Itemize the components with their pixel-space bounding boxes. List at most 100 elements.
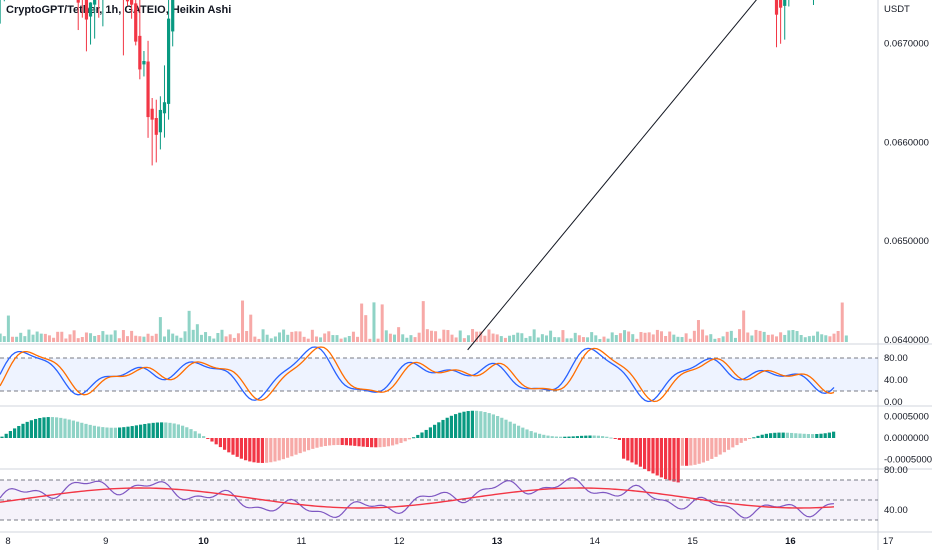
stoch-tick-label: 0.00 bbox=[884, 397, 903, 408]
volume-bar bbox=[528, 336, 532, 342]
volume-bar bbox=[577, 335, 581, 342]
macd-bar bbox=[370, 438, 374, 448]
candle-body[interactable] bbox=[154, 117, 158, 135]
volume-bar bbox=[573, 332, 577, 342]
volume-bar bbox=[80, 337, 84, 342]
volume-bar bbox=[602, 336, 606, 342]
volume-bar bbox=[643, 332, 647, 342]
volume-bar bbox=[249, 314, 253, 342]
stoch-tick-label: 80.00 bbox=[884, 353, 908, 364]
macd-bar bbox=[38, 417, 42, 438]
volume-bar bbox=[405, 337, 409, 342]
volume-bar bbox=[639, 332, 643, 342]
volume-bar bbox=[635, 338, 639, 342]
macd-bar bbox=[802, 433, 806, 438]
candle-body[interactable] bbox=[166, 18, 171, 104]
volume-bar bbox=[117, 338, 121, 342]
volume-bar bbox=[508, 335, 512, 342]
macd-bar bbox=[832, 431, 836, 438]
volume-bar bbox=[775, 336, 779, 342]
macd-bar bbox=[622, 438, 626, 459]
macd-bar bbox=[105, 427, 109, 438]
volume-bar bbox=[651, 334, 655, 342]
volume-bar bbox=[253, 336, 257, 342]
macd-bar bbox=[139, 424, 143, 438]
volume-bar bbox=[499, 336, 503, 342]
price-tick-label: 0.0660000 bbox=[884, 137, 929, 148]
candle-body[interactable] bbox=[150, 108, 154, 120]
volume-bar bbox=[388, 333, 392, 342]
volume-bar bbox=[212, 338, 216, 342]
macd-bar bbox=[391, 438, 395, 446]
candle-body[interactable] bbox=[93, 0, 97, 5]
candle-body[interactable] bbox=[162, 102, 167, 114]
volume-bar bbox=[659, 331, 663, 342]
macd-bar bbox=[508, 421, 512, 438]
volume-bar bbox=[126, 336, 130, 342]
volume-bar bbox=[376, 338, 380, 342]
volume-bar bbox=[6, 315, 10, 342]
candle-body[interactable] bbox=[130, 0, 134, 5]
macd-bar bbox=[790, 432, 794, 438]
candle-body[interactable] bbox=[88, 2, 93, 17]
volume-bar bbox=[783, 334, 787, 342]
macd-bar bbox=[273, 438, 277, 462]
macd-bar bbox=[496, 416, 500, 438]
trendline-1[interactable] bbox=[467, 0, 884, 351]
macd-bar bbox=[395, 438, 399, 445]
volume-bar bbox=[692, 330, 696, 342]
candle-body[interactable] bbox=[146, 61, 150, 118]
macd-bar bbox=[676, 438, 680, 483]
volume-bar bbox=[705, 335, 709, 342]
macd-bar bbox=[55, 417, 59, 438]
macd-bar bbox=[689, 438, 693, 466]
volume-bar bbox=[672, 334, 676, 342]
volume-bar bbox=[487, 329, 491, 342]
candle-body[interactable] bbox=[138, 35, 142, 70]
rsi-tick-label: 40.00 bbox=[884, 505, 908, 516]
candle-body[interactable] bbox=[783, 0, 787, 6]
macd-bar bbox=[664, 438, 668, 480]
volume-bar bbox=[450, 334, 454, 342]
macd-bar bbox=[399, 438, 403, 443]
volume-bar bbox=[195, 324, 199, 342]
volume-bar bbox=[429, 330, 433, 342]
macd-bar bbox=[252, 438, 256, 463]
candle-body[interactable] bbox=[158, 109, 162, 133]
macd-bar bbox=[63, 418, 67, 438]
volume-bar bbox=[232, 337, 236, 342]
volume-bar bbox=[664, 336, 668, 342]
candle-body[interactable] bbox=[142, 61, 146, 65]
volume-bar bbox=[758, 330, 762, 342]
volume-bar bbox=[627, 331, 631, 342]
candle-body[interactable] bbox=[774, 0, 779, 15]
candle-body[interactable] bbox=[76, 0, 80, 3]
volume-bar bbox=[725, 331, 729, 342]
price-tick-label: 0.0670000 bbox=[884, 39, 929, 50]
volume-bar bbox=[721, 336, 725, 342]
volume-bar bbox=[762, 331, 766, 342]
macd-bar bbox=[147, 423, 151, 438]
volume-bar bbox=[372, 302, 376, 342]
candle-body[interactable] bbox=[125, 0, 130, 2]
volume-bar bbox=[524, 337, 528, 342]
volume-bar bbox=[516, 332, 520, 342]
candle-body[interactable] bbox=[134, 3, 138, 42]
volume-bar bbox=[364, 315, 368, 342]
macd-bar bbox=[332, 438, 336, 446]
macd-bar bbox=[777, 432, 781, 438]
volume-bar bbox=[586, 337, 590, 342]
volume-bar bbox=[236, 333, 240, 342]
macd-bar bbox=[265, 438, 269, 463]
macd-bar bbox=[214, 438, 218, 445]
macd-bar bbox=[71, 420, 75, 438]
candle-body[interactable] bbox=[84, 0, 89, 20]
macd-bar bbox=[412, 437, 416, 439]
volume-bar bbox=[269, 338, 273, 342]
candle-body[interactable] bbox=[171, 0, 175, 32]
macd-bar bbox=[29, 420, 33, 438]
volume-bar bbox=[257, 338, 261, 342]
volume-bar bbox=[393, 334, 397, 342]
candle-body[interactable] bbox=[779, 0, 783, 8]
